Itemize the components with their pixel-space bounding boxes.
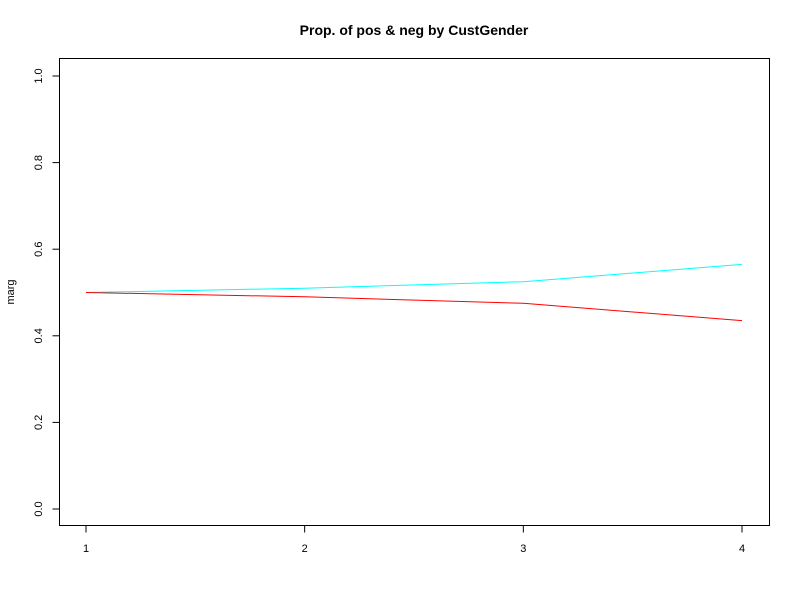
y-tick-label: 0.0 [33,501,45,516]
x-tick-label: 3 [520,543,526,555]
y-tick-label: 0.6 [33,242,45,257]
chart-title: Prop. of pos & neg by CustGender [300,22,529,38]
series-group [85,263,743,322]
y-tick-label: 0.8 [33,155,45,170]
y-tick-label: 0.4 [33,328,45,343]
series-line-2 [85,292,743,322]
plot-area [59,58,770,526]
x-tick-label: 2 [302,543,308,555]
y-tick-label: 0.2 [33,415,45,430]
y-axis-label: marg [5,279,17,304]
x-tick-label: 4 [739,543,745,555]
y-tick-label: 1.0 [33,68,45,83]
y-axis: 0.0 0.2 0.4 0.6 0.8 1.0 [33,68,60,517]
x-axis: 1 2 3 4 [83,525,745,555]
series-line-1 [85,263,743,293]
x-tick-label: 1 [83,543,89,555]
